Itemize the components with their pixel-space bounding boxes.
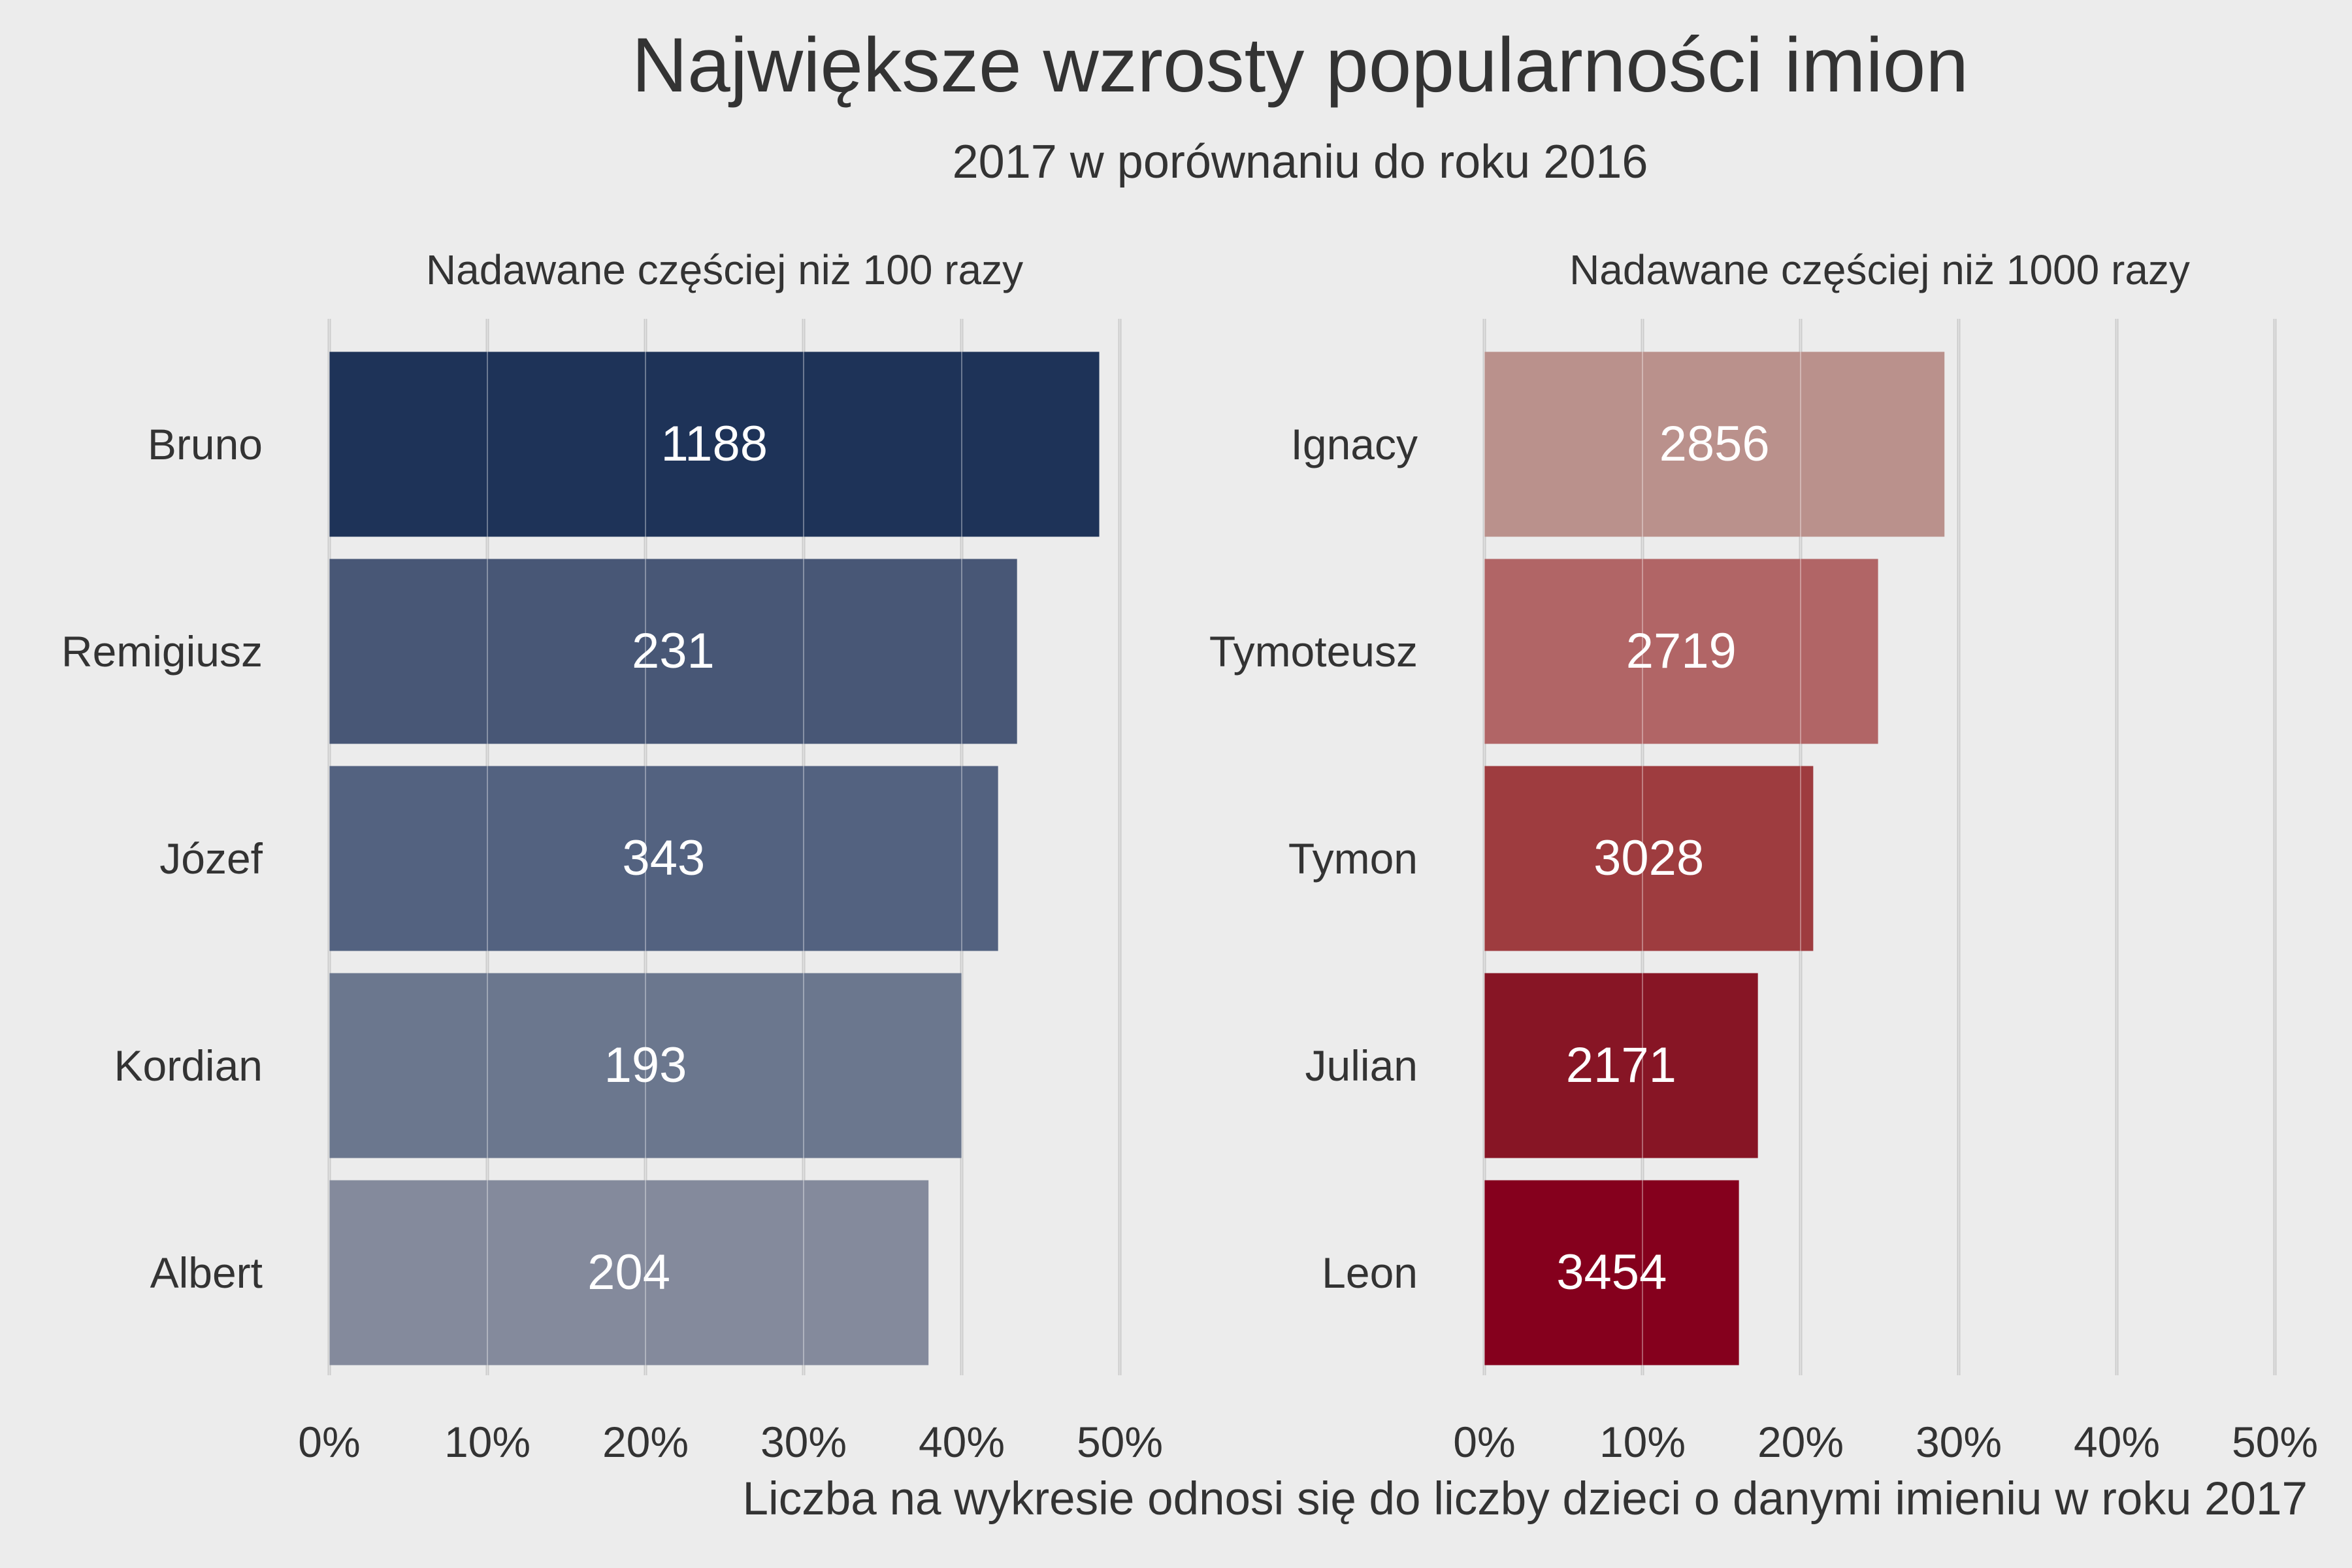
bar-albert	[329, 1180, 929, 1365]
bar-value-label: 204	[587, 1245, 670, 1300]
x-tick-label: 40%	[2074, 1418, 2160, 1466]
bar-value-label: 2856	[1659, 416, 1770, 472]
category-label: Julian	[1305, 1041, 1418, 1090]
chart-subtitle: 2017 w porównaniu do roku 2016	[953, 136, 1648, 188]
bar-ignacy	[1484, 351, 1945, 537]
x-tick-label: 0%	[1453, 1418, 1515, 1466]
category-label: Tymoteusz	[1209, 627, 1418, 676]
panel-left: Nadawane częściej niż 100 razy 1188 231 343…	[61, 246, 1163, 1466]
category-label: Ignacy	[1291, 420, 1418, 468]
bar-tymon	[1484, 766, 1814, 951]
category-label: Józef	[159, 834, 263, 883]
panel-title: Nadawane częściej niż 1000 razy	[1569, 246, 2190, 293]
x-tick-label: 10%	[444, 1418, 531, 1466]
category-label: Albert	[150, 1249, 263, 1297]
bar-julian	[1484, 973, 1758, 1158]
bar-tymoteusz	[1484, 559, 1878, 744]
x-tick-label: 0%	[298, 1418, 360, 1466]
x-tick-label: 10%	[1599, 1418, 1686, 1466]
x-tick-label: 40%	[919, 1418, 1005, 1466]
bar-value-label: 231	[632, 623, 715, 679]
bar-józef	[329, 766, 998, 951]
bar-bruno	[329, 351, 1100, 537]
x-tick-label: 30%	[1916, 1418, 2002, 1466]
bar-value-label: 2719	[1626, 623, 1737, 679]
bar-value-label: 2171	[1566, 1037, 1676, 1093]
category-label: Bruno	[148, 420, 263, 468]
panel-right: Nadawane częściej niż 1000 razy 2856 2719 3…	[1209, 246, 2318, 1466]
panel-title: Nadawane częściej niż 100 razy	[426, 246, 1023, 293]
bar-value-label: 193	[604, 1037, 687, 1093]
chart-title: Największe wzrosty popularności imion	[632, 22, 1968, 108]
x-tick-label: 30%	[760, 1418, 847, 1466]
bar-remigiusz	[329, 559, 1017, 744]
bar-value-label: 1188	[661, 416, 768, 472]
x-tick-label: 20%	[1757, 1418, 1844, 1466]
x-tick-label: 50%	[1077, 1418, 1163, 1466]
category-label: Remigiusz	[61, 627, 263, 676]
bar-kordian	[329, 973, 962, 1158]
bar-leon	[1484, 1180, 1739, 1365]
chart-caption: Liczba na wykresie odnosi się do liczby …	[743, 1473, 2308, 1525]
bar-value-label: 343	[622, 830, 705, 886]
bar-value-label: 3454	[1556, 1245, 1667, 1300]
x-tick-label: 20%	[602, 1418, 689, 1466]
category-label: Kordian	[114, 1041, 263, 1090]
x-tick-label: 50%	[2232, 1418, 2318, 1466]
category-label: Tymon	[1288, 834, 1418, 883]
category-label: Leon	[1322, 1249, 1418, 1297]
bar-value-label: 3028	[1593, 830, 1704, 886]
